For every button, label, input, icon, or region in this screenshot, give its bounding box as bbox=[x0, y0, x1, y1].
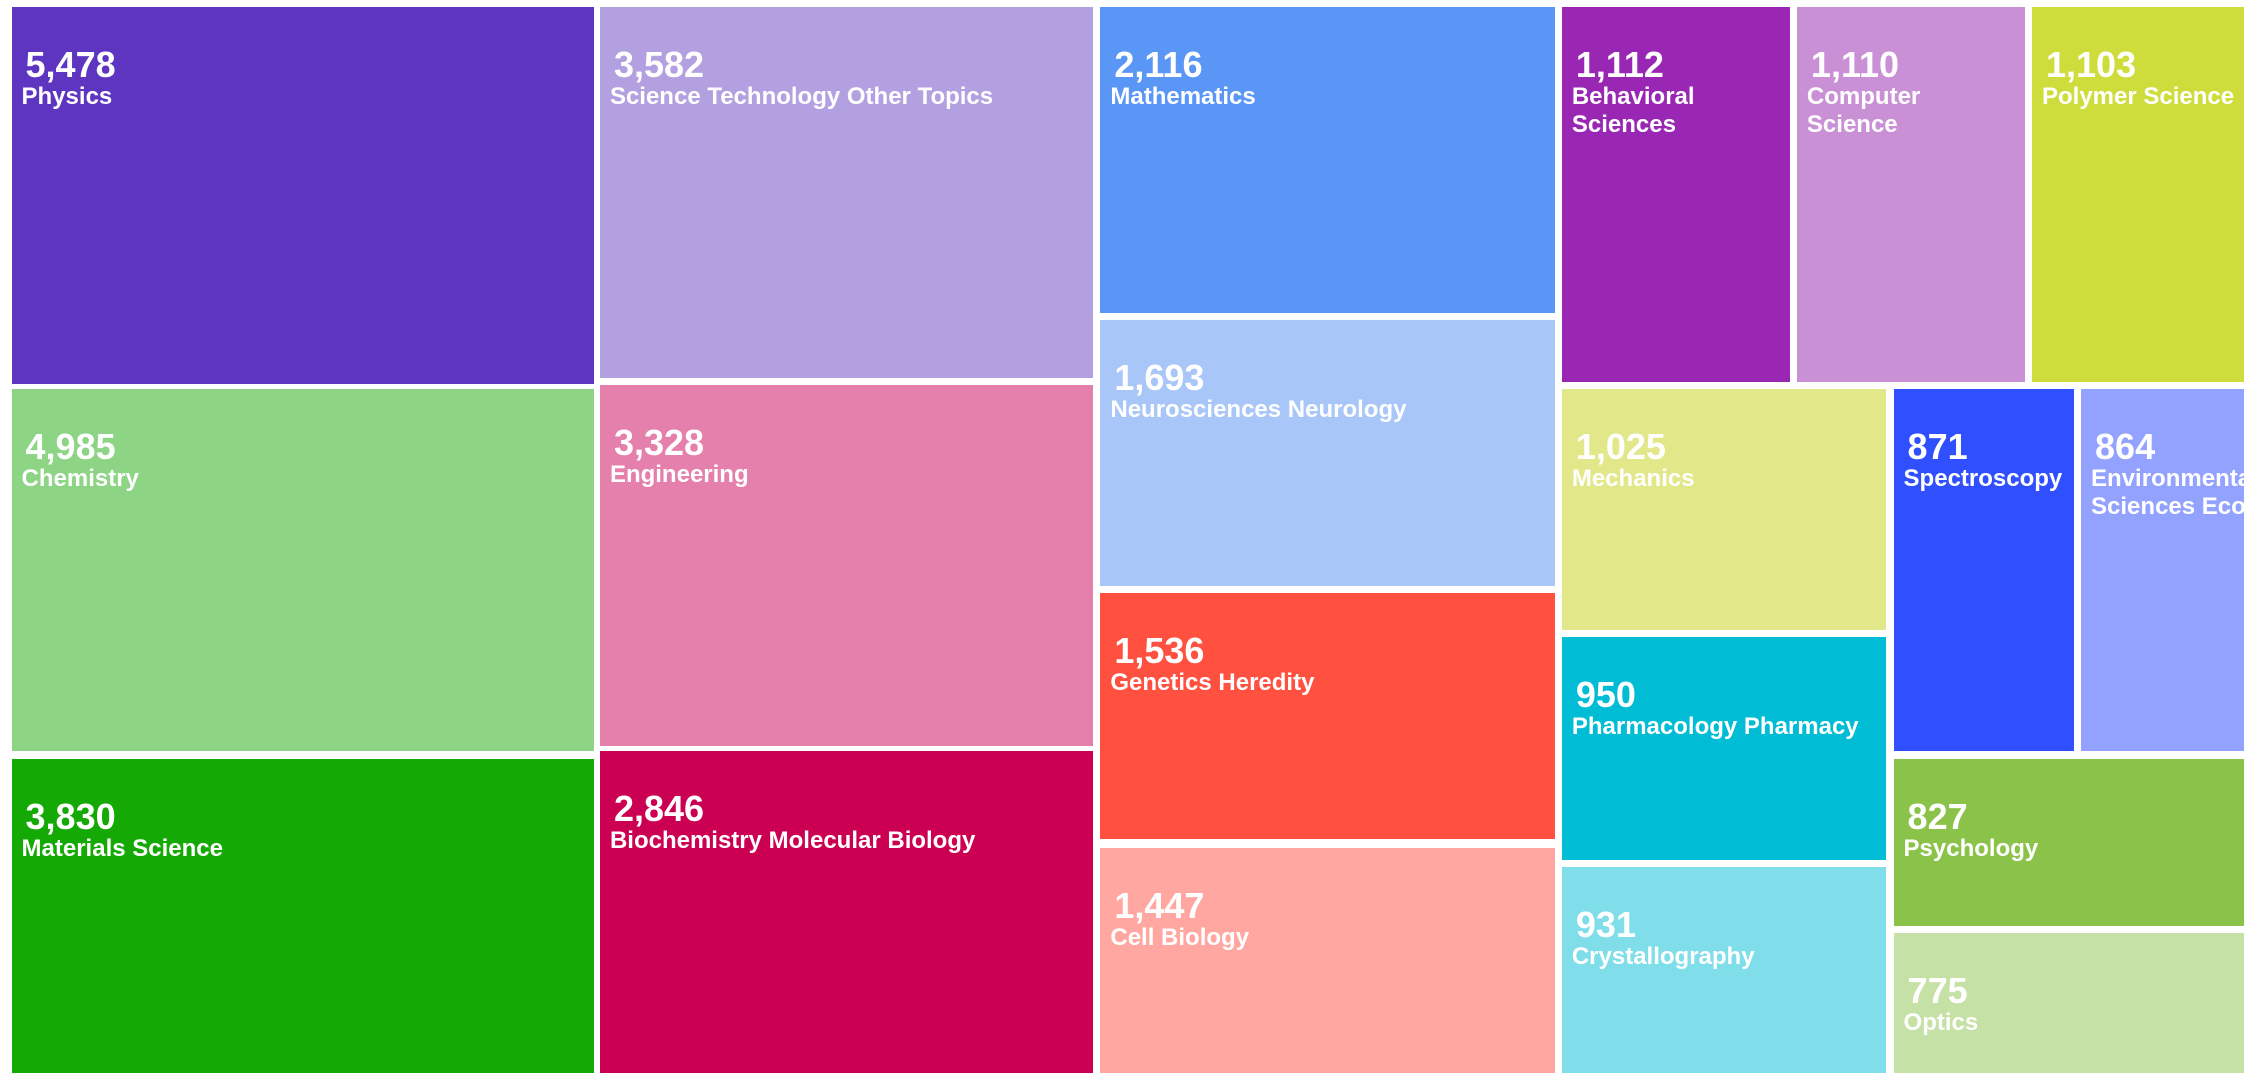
value-label: 1,112 bbox=[1575, 44, 1664, 86]
value-label: 3,328 bbox=[613, 422, 705, 464]
tile: 3,328 Engineering bbox=[599, 385, 1094, 746]
tile-label: Behavioral Sciences bbox=[1571, 83, 1695, 139]
tile-label: Polymer Science bbox=[2042, 83, 2235, 111]
tile-label: Crystallography bbox=[1571, 942, 1755, 970]
value-label: 2,846 bbox=[613, 788, 705, 830]
value-label: 1,536 bbox=[1114, 629, 1205, 671]
value-label: 864 bbox=[2095, 426, 2156, 468]
tile: 2,846 Biochemistry Molecular Biology bbox=[599, 751, 1094, 1073]
tile-label: Science Technology Other Topics bbox=[609, 83, 994, 111]
tile: 1,693 Neurosciences Neurology bbox=[1100, 320, 1555, 586]
tile-label: Genetics Heredity bbox=[1110, 668, 1315, 696]
tile-label: Physics bbox=[21, 83, 113, 111]
value-label: 2,116 bbox=[1114, 44, 1203, 86]
tile: 775 Optics bbox=[1893, 933, 2244, 1073]
tile: 4,985 Chemistry bbox=[11, 389, 595, 752]
value-label: 5,478 bbox=[25, 44, 116, 86]
tile: 1,447 Cell Biology bbox=[1100, 847, 1555, 1073]
tile: 3,582 Science Technology Other Topics bbox=[599, 7, 1094, 378]
tile: 1,112 Behavioral Sciences bbox=[1561, 7, 1790, 383]
value-label: 950 bbox=[1575, 674, 1636, 716]
tile-label: Pharmacology Pharmacy bbox=[1571, 713, 1859, 741]
tile-label: Spectroscopy bbox=[1903, 465, 2063, 493]
tile: 931 Crystallography bbox=[1561, 866, 1887, 1073]
tile-label: Computer Science bbox=[1806, 83, 1921, 139]
value-label: 1,447 bbox=[1114, 884, 1205, 926]
tile-label: Cell Biology bbox=[1110, 923, 1250, 951]
value-label: 3,830 bbox=[25, 795, 116, 837]
tile-label: Psychology bbox=[1903, 834, 2039, 862]
tile-label: Mechanics bbox=[1571, 465, 1695, 493]
value-label: 4,985 bbox=[25, 426, 116, 468]
value-label: 931 bbox=[1575, 903, 1636, 945]
tile: 871 Spectroscopy bbox=[1893, 389, 2074, 752]
tile: 950 Pharmacology Pharmacy bbox=[1561, 637, 1887, 860]
tile: 2,116 Mathematics bbox=[1100, 7, 1555, 313]
tile-label: Environmental Sciences Ecology bbox=[2091, 465, 2244, 521]
value-label: 1,693 bbox=[1114, 357, 1205, 399]
value-label: 1,110 bbox=[1810, 44, 1900, 86]
tile: 3,830 Materials Science bbox=[11, 758, 595, 1073]
tile-label: Neurosciences Neurology bbox=[1110, 396, 1407, 424]
value-label: 3,582 bbox=[613, 44, 705, 86]
tile: 827 Psychology bbox=[1893, 758, 2244, 926]
tile-label: Biochemistry Molecular Biology bbox=[609, 827, 976, 855]
tile: 1,025 Mechanics bbox=[1561, 389, 1887, 631]
value-label: 775 bbox=[1907, 970, 1968, 1012]
tile-label: Engineering bbox=[609, 461, 749, 489]
value-label: 1,025 bbox=[1575, 426, 1666, 468]
value-label: 871 bbox=[1907, 426, 1968, 468]
tile-label: Mathematics bbox=[1110, 83, 1256, 111]
tile-label: Optics bbox=[1903, 1009, 1979, 1037]
tile: 5,478 Physics bbox=[11, 7, 595, 384]
tile: 1,536 Genetics Heredity bbox=[1100, 592, 1555, 840]
tile: 1,110 Computer Science bbox=[1796, 7, 2025, 383]
value-label: 827 bbox=[1907, 795, 1968, 837]
tile-label: Chemistry bbox=[21, 465, 139, 493]
value-label: 1,103 bbox=[2046, 44, 2137, 86]
tile: 1,103 Polymer Science bbox=[2032, 7, 2244, 383]
tile-label: Materials Science bbox=[21, 834, 223, 862]
